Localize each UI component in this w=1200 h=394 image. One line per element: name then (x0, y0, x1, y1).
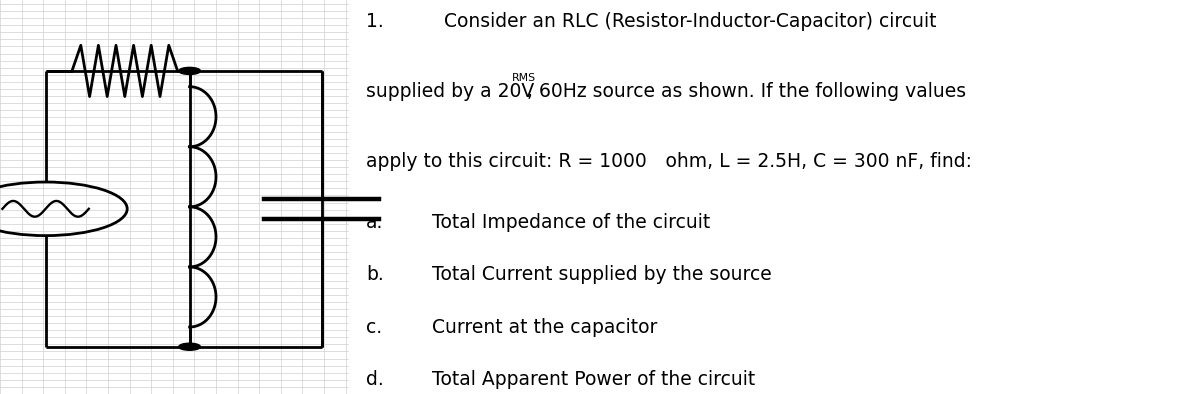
Text: c.: c. (366, 318, 382, 336)
Text: Current at the capacitor: Current at the capacitor (432, 318, 658, 336)
Text: , 60Hz source as shown. If the following values: , 60Hz source as shown. If the following… (527, 82, 966, 101)
Text: supplied by a 20V: supplied by a 20V (366, 82, 534, 101)
Text: Consider an RLC (Resistor-Inductor-Capacitor) circuit: Consider an RLC (Resistor-Inductor-Capac… (444, 12, 936, 31)
Text: b.: b. (366, 265, 384, 284)
Text: 1.: 1. (366, 12, 384, 31)
Text: a.: a. (366, 213, 383, 232)
Circle shape (179, 343, 200, 350)
Circle shape (179, 67, 200, 74)
Text: Total Apparent Power of the circuit: Total Apparent Power of the circuit (432, 370, 755, 389)
Text: Total Current supplied by the source: Total Current supplied by the source (432, 265, 772, 284)
Text: apply to this circuit: R = 1000 ohm, L = 2.5H, C = 300 nF, find:: apply to this circuit: R = 1000 ohm, L =… (366, 152, 972, 171)
Text: RMS: RMS (512, 73, 536, 83)
Text: d.: d. (366, 370, 384, 389)
Text: Total Impedance of the circuit: Total Impedance of the circuit (432, 213, 710, 232)
